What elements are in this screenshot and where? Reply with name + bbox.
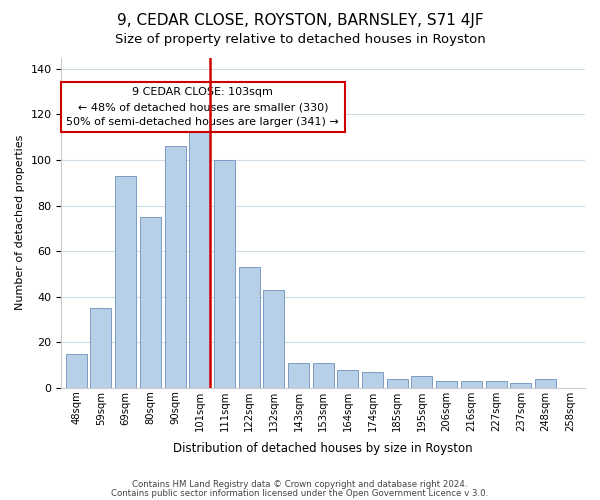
Y-axis label: Number of detached properties: Number of detached properties xyxy=(15,135,25,310)
Bar xyxy=(436,381,457,388)
Bar xyxy=(387,378,408,388)
Bar xyxy=(140,217,161,388)
X-axis label: Distribution of detached houses by size in Royston: Distribution of detached houses by size … xyxy=(173,442,473,455)
Bar xyxy=(164,146,185,388)
Text: 9 CEDAR CLOSE: 103sqm
← 48% of detached houses are smaller (330)
50% of semi-det: 9 CEDAR CLOSE: 103sqm ← 48% of detached … xyxy=(67,87,339,127)
Text: Size of property relative to detached houses in Royston: Size of property relative to detached ho… xyxy=(115,32,485,46)
Bar xyxy=(66,354,87,388)
Bar xyxy=(337,370,358,388)
Bar xyxy=(115,176,136,388)
Bar xyxy=(412,376,433,388)
Bar xyxy=(189,128,210,388)
Bar xyxy=(362,372,383,388)
Text: Contains public sector information licensed under the Open Government Licence v : Contains public sector information licen… xyxy=(112,488,488,498)
Text: 9, CEDAR CLOSE, ROYSTON, BARNSLEY, S71 4JF: 9, CEDAR CLOSE, ROYSTON, BARNSLEY, S71 4… xyxy=(116,12,484,28)
Bar xyxy=(239,267,260,388)
Bar xyxy=(91,308,112,388)
Bar xyxy=(214,160,235,388)
Bar xyxy=(288,362,309,388)
Bar xyxy=(535,378,556,388)
Text: Contains HM Land Registry data © Crown copyright and database right 2024.: Contains HM Land Registry data © Crown c… xyxy=(132,480,468,489)
Bar xyxy=(485,381,506,388)
Bar xyxy=(313,362,334,388)
Bar xyxy=(461,381,482,388)
Bar xyxy=(263,290,284,388)
Bar xyxy=(510,383,531,388)
